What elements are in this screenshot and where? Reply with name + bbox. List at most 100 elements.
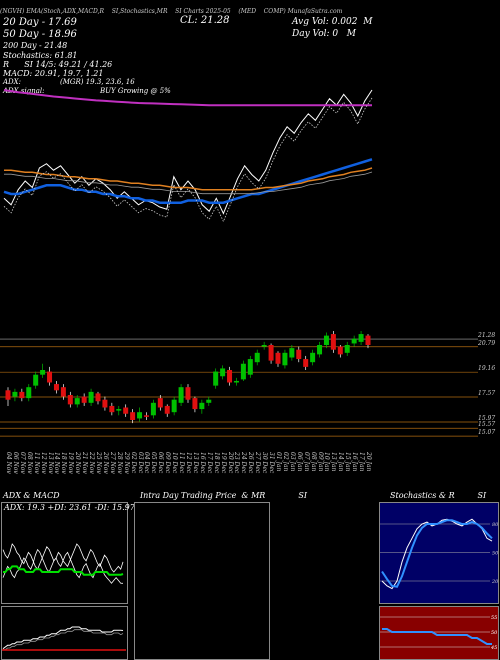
price-level-label: 17.57 <box>478 390 496 398</box>
candle-body <box>254 352 260 363</box>
candle-body <box>40 370 46 375</box>
signal-value: BUY Growing @ 5% <box>100 87 171 95</box>
price-level-label: 20.79 <box>478 339 496 347</box>
candle-body <box>213 371 219 386</box>
price-level-label: 15.57 <box>478 421 496 429</box>
candle-body <box>33 374 39 386</box>
candle-body <box>199 402 205 410</box>
rsi-label: R SI 14/5: 49.21 / 41.26 <box>3 60 113 69</box>
adx-readout: ADX: 19.3 +DI: 23.61 -DI: 15.97 <box>4 503 135 512</box>
candle-body <box>220 368 226 377</box>
candle-body <box>227 370 233 383</box>
candle-body <box>137 412 143 419</box>
candle-body <box>60 387 66 397</box>
candle-body <box>164 405 170 414</box>
plus-di-line <box>2 543 124 573</box>
stochastics-panel <box>379 502 499 604</box>
candle-body <box>303 359 309 367</box>
adx-label: ADX: <box>3 78 22 86</box>
candle-body <box>233 380 239 383</box>
candle-body <box>323 335 329 345</box>
ma50-line <box>3 158 373 204</box>
ema-grey-line <box>4 171 373 195</box>
adx-panel <box>1 502 128 604</box>
ma200-line <box>3 89 372 107</box>
adx-macd-title: ADX & MACD <box>3 491 60 500</box>
candle-body <box>26 387 32 399</box>
stoch-tick-label: 50 <box>492 551 499 557</box>
stoch-d-line <box>381 519 493 588</box>
header-ticker-strip: (NGVH) EMA(Stoch,ADX,MACD,R SI,Stochasti… <box>0 8 343 15</box>
candle-body <box>47 371 53 383</box>
candle-body <box>74 398 80 405</box>
candle-body <box>330 334 336 350</box>
candle-body <box>102 399 108 408</box>
close-label: CL: 21.28 <box>180 15 230 26</box>
candle-body <box>317 345 323 355</box>
stoch-k-line <box>381 518 493 590</box>
candle-body <box>123 407 129 414</box>
candle-body <box>88 391 94 403</box>
avg-vol-label: Avg Vol: 0.002 M <box>292 17 373 27</box>
day-vol-label: Day Vol: 0 M <box>292 29 356 39</box>
candle-body <box>275 352 281 364</box>
candle-body <box>185 387 191 400</box>
candle-body <box>53 384 59 391</box>
candle-body <box>116 409 122 411</box>
candle-body <box>178 387 184 403</box>
candle-body <box>143 415 149 417</box>
candle-body <box>365 335 371 345</box>
ma20-line <box>4 167 373 191</box>
price-level-label: 15.07 <box>478 429 496 437</box>
rsi-tick-label: 50 <box>491 630 498 636</box>
adx-line <box>3 565 124 576</box>
rsi-line <box>382 628 492 645</box>
candle-body <box>351 338 357 344</box>
candle-body <box>19 391 25 399</box>
candle-body <box>5 390 11 400</box>
candle-body <box>67 395 73 405</box>
candle-body <box>337 346 343 355</box>
rsi-tick-label: 55 <box>491 615 497 621</box>
intraday-title: Intra Day Trading Price & MR SI <box>140 491 307 500</box>
candle-body <box>206 399 212 403</box>
candle-body <box>95 393 101 402</box>
price-line <box>3 89 373 215</box>
main-price-chart <box>0 89 478 437</box>
candle-body <box>310 352 316 363</box>
macd-line <box>2 626 124 650</box>
stochastics-label: Stochastics: 61.81 <box>3 51 78 60</box>
candle-body <box>157 398 163 408</box>
price-level-label: 15.97 <box>478 415 496 423</box>
site-name: MunafaSutra.com <box>287 8 343 15</box>
candle-body <box>247 359 253 375</box>
candle-body <box>12 391 18 397</box>
candle-body <box>240 363 246 380</box>
adx-signal-label: ADX signal: <box>3 87 45 95</box>
stoch-tick-label: 20 <box>491 579 499 585</box>
macd-label: MACD: 20.91, 19.7, 1.21 <box>3 69 104 78</box>
ma20-label: 20 Day - 17.69 <box>3 17 77 28</box>
candle-body <box>289 348 295 358</box>
candle-body <box>282 352 288 366</box>
candle-body <box>81 396 87 403</box>
candle-body <box>296 349 302 360</box>
stoch-tick-label: 80 <box>492 522 499 528</box>
candle-body <box>261 345 267 347</box>
stoch-rsi-title: Stochastics & R SI <box>390 491 487 500</box>
candle-body <box>130 412 136 420</box>
price-level-label: 21.28 <box>478 332 496 340</box>
minus-di-line <box>2 548 124 584</box>
candle-body <box>192 398 198 410</box>
candle-body <box>171 399 177 413</box>
ma50-label: 50 Day - 18.96 <box>3 29 77 40</box>
ma200-label: 200 Day - 21.48 <box>3 41 68 50</box>
ema-dotted-line <box>3 97 373 223</box>
rsi-tick-label: 45 <box>490 645 497 651</box>
adx-values: (MGR) 19.3, 23.6, 16 <box>60 78 135 86</box>
candle-body <box>109 405 115 413</box>
candle-body <box>268 345 274 361</box>
macd-signal-line <box>3 629 124 651</box>
